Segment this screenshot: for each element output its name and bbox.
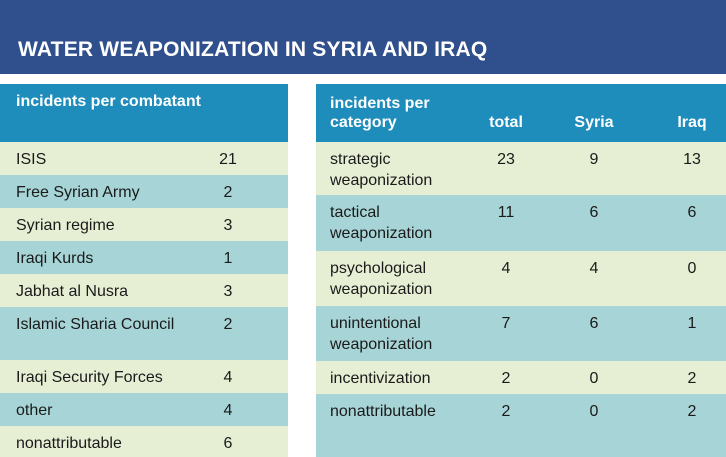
table-row: Jabhat al Nusra 3	[0, 274, 288, 307]
row-label: tactical weaponization	[330, 204, 433, 242]
cell-syria: 4	[589, 260, 599, 277]
table-gap	[288, 74, 316, 457]
row-value: 2	[223, 316, 233, 333]
table-row: Syrian regime 3	[0, 208, 288, 241]
category-table-header: incidents per category total Syria Iraq	[316, 84, 726, 142]
table-row: Islamic Sharia Council 2	[0, 307, 288, 360]
table-row: psychological weaponization 4 4 0	[316, 251, 726, 306]
row-label: psychological weaponization	[330, 260, 433, 298]
title-banner: WATER WEAPONIZATION IN SYRIA AND IRAQ	[0, 0, 726, 74]
table-row: Iraqi Security Forces 4	[0, 360, 288, 393]
cell-total: 2	[501, 403, 511, 420]
row-label: Free Syrian Army	[16, 184, 140, 201]
row-value: 3	[223, 217, 233, 234]
table-row: ISIS 21	[0, 142, 288, 175]
cell-iraq: 0	[687, 260, 697, 277]
row-label: incentivization	[330, 370, 431, 387]
cell-total: 23	[497, 151, 515, 168]
row-label: nonattributable	[330, 403, 436, 420]
row-label: nonattributable	[16, 435, 122, 452]
table-row: Iraqi Kurds 1	[0, 241, 288, 274]
table-row: other 4	[0, 393, 288, 426]
row-label: other	[16, 402, 53, 419]
cell-iraq: 13	[683, 151, 701, 168]
cell-syria: 0	[589, 370, 599, 387]
row-value: 1	[223, 250, 233, 267]
row-label: Jabhat al Nusra	[16, 283, 129, 300]
category-table: incidents per category total Syria Iraq …	[316, 84, 726, 457]
cell-syria: 9	[589, 151, 599, 168]
table-row: nonattributable 2 0 2	[316, 394, 726, 457]
table-row: Free Syrian Army 2	[0, 175, 288, 208]
row-value: 6	[223, 435, 233, 452]
column-header-total: total	[489, 114, 523, 131]
cell-iraq: 6	[687, 204, 697, 221]
row-label: ISIS	[16, 151, 47, 168]
cell-syria: 0	[589, 403, 599, 420]
row-value: 4	[223, 402, 233, 419]
row-value: 3	[223, 283, 233, 300]
table-row: strategic weaponization 23 9 13	[316, 142, 726, 195]
cell-total: 7	[501, 315, 511, 332]
cell-iraq: 2	[687, 403, 697, 420]
table-row: nonattributable 6	[0, 426, 288, 457]
cell-total: 4	[501, 260, 511, 277]
combatant-table: incidents per combatant ISIS 21 Free Syr…	[0, 84, 288, 457]
table-row: incentivization 2 0 2	[316, 361, 726, 394]
row-label: Iraqi Kurds	[16, 250, 94, 267]
cell-syria: 6	[589, 204, 599, 221]
combatant-table-header: incidents per combatant	[0, 84, 288, 142]
row-label: Iraqi Security Forces	[16, 369, 163, 386]
row-label: Islamic Sharia Council	[16, 316, 175, 333]
table-row: unintentional weaponization 7 6 1	[316, 306, 726, 361]
row-value: 4	[223, 369, 233, 386]
cell-total: 2	[501, 370, 511, 387]
cell-syria: 6	[589, 315, 599, 332]
row-value: 21	[219, 151, 237, 168]
page-title: WATER WEAPONIZATION IN SYRIA AND IRAQ	[18, 38, 488, 61]
cell-total: 11	[497, 204, 515, 221]
cell-iraq: 1	[687, 315, 697, 332]
column-header-iraq: Iraq	[677, 114, 707, 131]
row-label: strategic weaponization	[330, 151, 433, 189]
category-header-label: incidents per category	[330, 95, 430, 131]
row-label: unintentional weaponization	[330, 315, 433, 353]
row-value: 2	[223, 184, 233, 201]
cell-iraq: 2	[687, 370, 697, 387]
row-label: Syrian regime	[16, 217, 115, 234]
column-header-syria: Syria	[574, 114, 614, 131]
table-row: tactical weaponization 11 6 6	[316, 195, 726, 251]
